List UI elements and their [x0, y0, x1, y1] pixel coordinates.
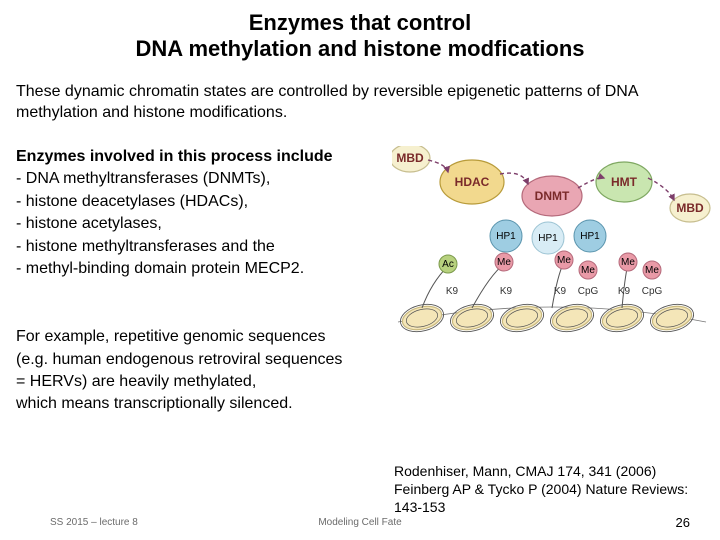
svg-text:K9: K9 [500, 286, 513, 297]
svg-text:MBD: MBD [676, 201, 704, 215]
chromatin-diagram: Ac Me Me Me Me Me HP1 HP1 HP1 HDAC DNMT HMT MBD MBD K9… [392, 146, 712, 346]
enzyme-item: - histone acetylases, [16, 213, 380, 235]
svg-text:CpG: CpG [642, 286, 663, 297]
citation-line: Feinberg AP & Tycko P (2004) Nature Revi… [394, 480, 716, 516]
page-title: Enzymes that control DNA methylation and… [0, 0, 720, 63]
svg-text:MBD: MBD [396, 151, 424, 165]
citation-line: Rodenhiser, Mann, CMAJ 174, 341 (2006) [394, 462, 716, 480]
example-line: which means transcriptionally silenced. [16, 393, 400, 415]
footer-center: Modeling Cell Fate [0, 517, 720, 528]
svg-text:Me: Me [557, 255, 571, 266]
svg-text:HP1: HP1 [580, 231, 600, 242]
svg-text:K9: K9 [554, 286, 567, 297]
citation-block: Rodenhiser, Mann, CMAJ 174, 341 (2006) F… [394, 462, 716, 517]
enzyme-item: - histone methyltransferases and the [16, 236, 380, 258]
enzyme-list: Enzymes involved in this process include… [0, 146, 380, 280]
title-line-1: Enzymes that control [0, 10, 720, 36]
slide-number: 26 [676, 515, 690, 530]
enzyme-item: - DNA methyltransferases (DNMTs), [16, 168, 380, 190]
svg-text:HP1: HP1 [496, 231, 516, 242]
content-region: Enzymes involved in this process include… [0, 146, 720, 416]
svg-text:K9: K9 [446, 286, 459, 297]
example-paragraph: For example, repetitive genomic sequence… [0, 326, 400, 416]
title-line-2: DNA methylation and histone modfications [0, 36, 720, 62]
example-line: = HERVs) are heavily methylated, [16, 371, 400, 393]
svg-text:DNMT: DNMT [535, 189, 570, 203]
svg-text:Me: Me [645, 265, 659, 276]
svg-text:Me: Me [581, 265, 595, 276]
enzyme-item: - histone deacetylases (HDACs), [16, 191, 380, 213]
intro-paragraph: These dynamic chromatin states are contr… [0, 63, 720, 124]
svg-text:HDAC: HDAC [455, 175, 490, 189]
svg-text:Ac: Ac [442, 259, 454, 270]
svg-text:HMT: HMT [611, 175, 638, 189]
svg-text:K9: K9 [618, 286, 631, 297]
example-line: For example, repetitive genomic sequence… [16, 326, 400, 348]
chromatin-svg: Ac Me Me Me Me Me HP1 HP1 HP1 HDAC DNMT HMT MBD MBD K9… [392, 146, 712, 346]
svg-text:Me: Me [621, 257, 635, 268]
svg-text:CpG: CpG [578, 286, 599, 297]
example-line: (e.g. human endogenous retroviral sequen… [16, 349, 400, 371]
enzyme-list-heading: Enzymes involved in this process include [16, 146, 380, 168]
svg-text:Me: Me [497, 257, 511, 268]
enzyme-item: - methyl-binding domain protein MECP2. [16, 258, 380, 280]
svg-text:HP1: HP1 [538, 233, 558, 244]
